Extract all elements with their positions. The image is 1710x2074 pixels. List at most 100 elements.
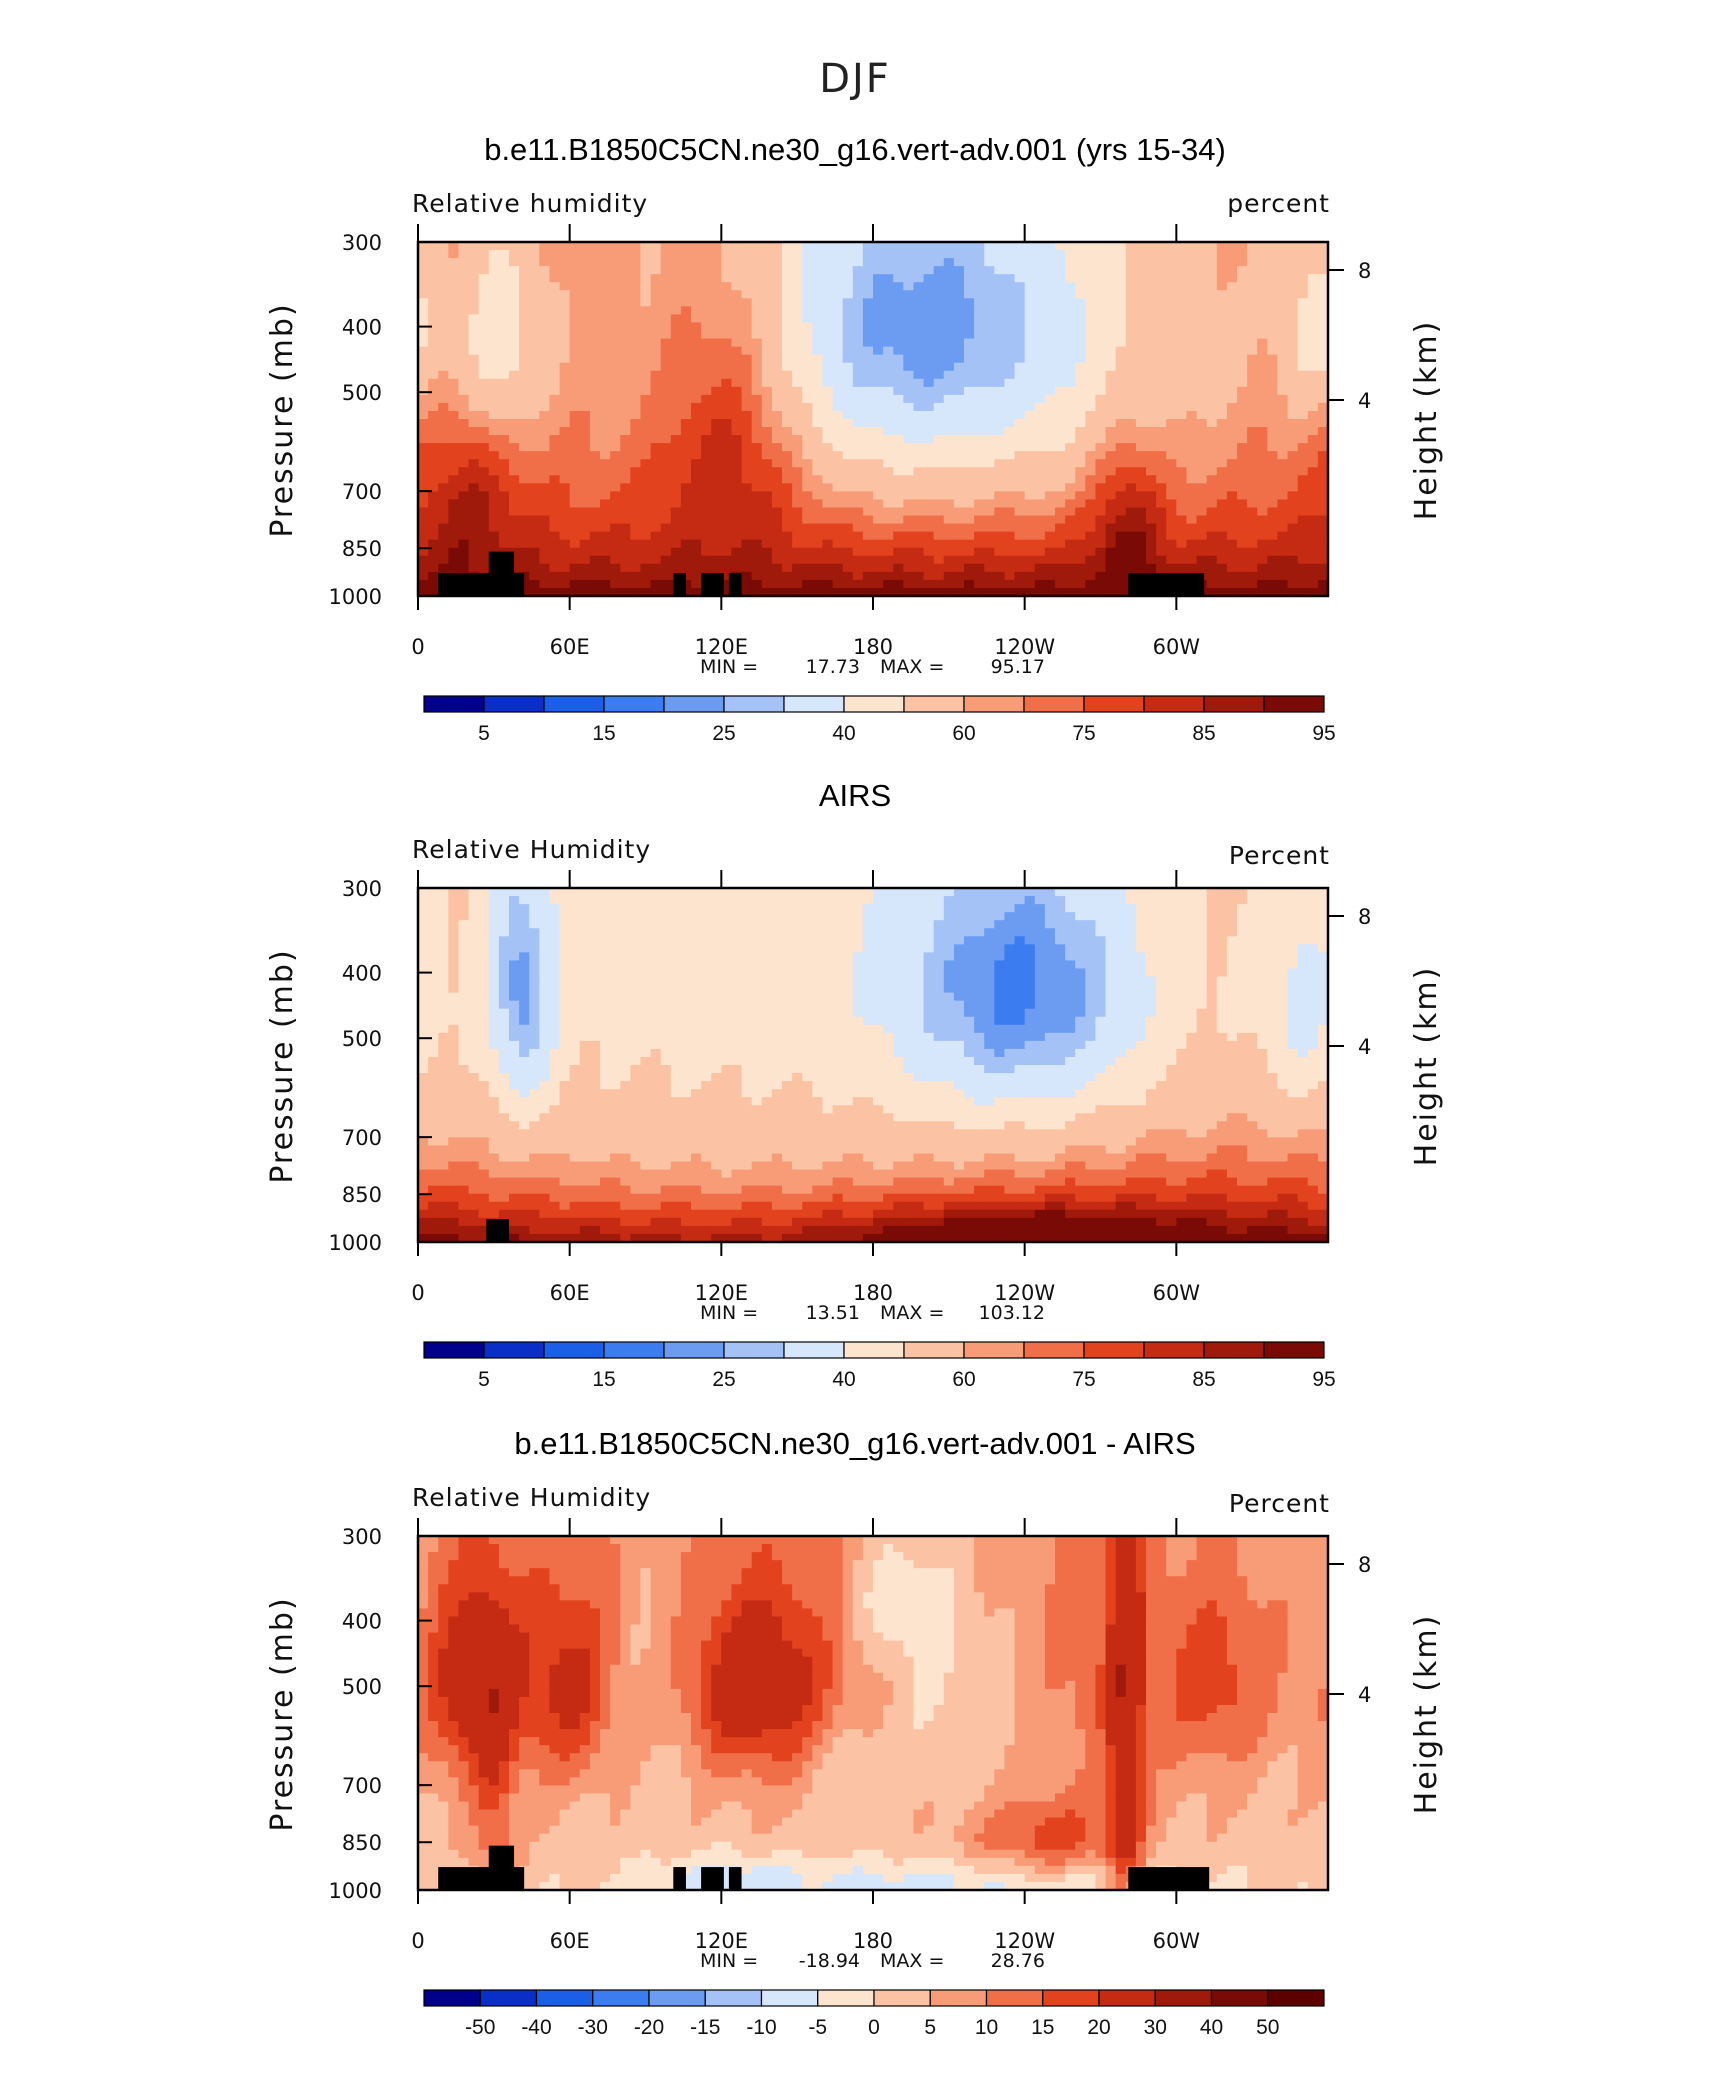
heatmap-cell [1257,928,1268,937]
heatmap-cell [488,410,500,420]
heatmap-cell [883,571,894,581]
heatmap-cell [1186,483,1198,493]
heatmap-cell [1287,451,1299,460]
heatmap-cell [964,936,975,945]
heatmap-cell [1257,467,1268,476]
heatmap-cell [539,314,551,324]
heatmap-cell [812,896,824,905]
heatmap-cell [1287,443,1299,452]
figure-title: DJF [819,56,891,102]
heatmap-cell [579,419,591,428]
heatmap-cell [943,475,955,484]
heatmap-cell [519,507,530,517]
heatmap-cell [1044,419,1056,428]
heatmap-cell [1186,298,1198,307]
heatmap-cell [1034,928,1046,937]
heatmap-cell [529,402,540,412]
heatmap-cell [812,952,824,962]
heatmap-cell [974,507,985,517]
heatmap-cell [448,290,460,299]
heatmap-cell [862,386,874,396]
heatmap-cell [610,507,621,517]
heatmap-cell [539,370,551,380]
heatmap-cell [418,459,429,468]
heatmap-cell [1196,378,1208,388]
heatmap-cell [1105,346,1117,356]
heatmap-cell [883,306,894,316]
heatmap-cell [1146,427,1157,436]
heatmap-cell [883,354,894,364]
heatmap-cell [731,467,743,476]
heatmap-cell [913,563,925,573]
heatmap-cell [711,491,722,501]
heatmap-cell [1277,920,1289,929]
heatmap-cell [751,410,763,420]
heatmap-cell [852,459,864,468]
heatmap-cell [620,507,631,517]
heatmap-cell [832,571,844,581]
heatmap-cell [1206,410,1218,420]
heatmap-cell [792,912,803,921]
heatmap-cell [1004,282,1016,291]
heatmap-cell [1277,459,1289,468]
heatmap-cell [751,944,763,953]
heatmap-cell [680,370,692,380]
heatmap-cell [438,555,449,565]
heatmap-cell [1237,354,1248,364]
heatmap-cell [1065,904,1076,913]
heatmap-cell [1034,338,1046,348]
heatmap-cell [1257,944,1268,953]
heatmap-cell [1105,443,1117,452]
heatmap-cell [721,515,733,525]
heatmap-cell [418,571,429,581]
heatmap-cell [1237,491,1248,501]
heatmap-cell [1297,928,1309,937]
heatmap-cell [751,258,763,267]
heatmap-cell [1115,952,1127,962]
heatmap-cell [448,298,460,307]
heatmap-cell [1216,571,1228,581]
heatmap-cell [600,547,611,557]
heatmap-cell [1277,419,1289,428]
heatmap-cell [832,443,844,452]
heatmap-cell [832,378,844,388]
heatmap-cell [771,338,783,348]
heatmap-cell [883,523,894,533]
heatmap-cell [1247,306,1258,316]
heatmap-cell [610,579,621,589]
heatmap-cell [741,242,753,251]
heatmap-cell [964,968,975,978]
heatmap-cell [569,475,581,484]
heatmap-cell [1065,571,1076,581]
heatmap-cell [1307,338,1319,348]
heatmap-cell [1034,435,1046,444]
heatmap-cell [1065,515,1076,525]
heatmap-cell [438,491,449,501]
heatmap-cell [751,306,763,316]
heatmap-cell [438,896,449,905]
heatmap-cell [751,370,763,380]
heatmap-cell [589,499,601,509]
heatmap-cell [1257,346,1268,356]
heatmap-cell [478,306,490,316]
heatmap-cell [1125,920,1137,929]
heatmap-cell [670,555,682,565]
heatmap-cell [1287,410,1299,420]
heatmap-cell [1297,410,1309,420]
heatmap-cell [1135,330,1147,340]
heatmap-cell [1237,419,1248,428]
heatmap-cell [549,314,561,324]
heatmap-cell [842,936,854,945]
heatmap-cell [660,402,672,412]
heatmap-cell [1156,475,1167,484]
heatmap-cell [691,896,702,905]
heatmap-cell [1287,547,1299,557]
heatmap-cell [1125,435,1137,444]
heatmap-cell [1247,896,1258,905]
heatmap-cell [1004,904,1016,913]
heatmap-cell [488,435,500,444]
colorbar-label: 25 [712,722,735,745]
heatmap-cell [1176,274,1188,283]
heatmap-cell [1044,354,1056,364]
heatmap-cell [1297,483,1309,493]
